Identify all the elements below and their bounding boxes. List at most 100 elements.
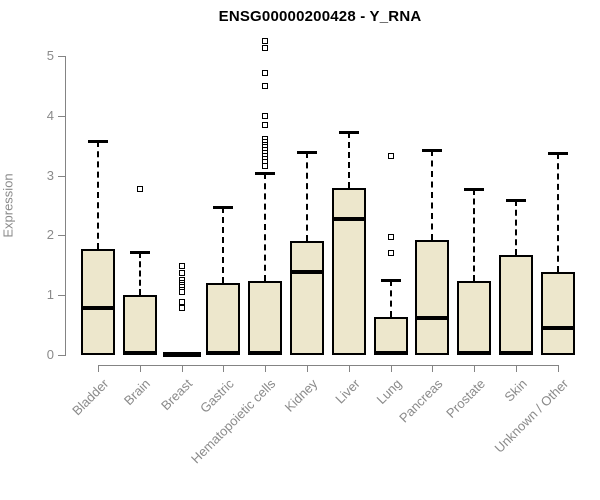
outlier-point-hematopoietic-cells — [262, 44, 269, 51]
box-pancreas — [415, 240, 450, 355]
y-tick — [58, 115, 65, 117]
whisker-cap-unknown-other — [547, 152, 568, 156]
median-bladder — [81, 305, 115, 310]
box-bladder — [81, 249, 115, 355]
whisker-liver — [347, 131, 350, 188]
outlier-point-breast — [178, 289, 185, 296]
x-tick — [516, 365, 517, 372]
whisker-cap-kidney — [297, 150, 317, 154]
whisker-cap-liver — [338, 130, 359, 134]
outlier-point-hematopoietic-cells — [262, 163, 269, 170]
median-hematopoietic-cells — [248, 351, 283, 355]
x-tick-label-skin: Skin — [501, 376, 530, 405]
x-tick — [265, 365, 267, 372]
x-tick — [474, 365, 476, 372]
median-brain — [122, 351, 157, 355]
median-liver — [331, 216, 366, 221]
whisker-cap-gastric — [213, 205, 234, 209]
whisker-cap-lung — [380, 278, 401, 282]
box-brain — [122, 294, 157, 355]
median-unknown-other — [540, 326, 575, 331]
whisker-cap-bladder — [88, 139, 108, 143]
box-prostate — [457, 281, 492, 355]
median-prostate — [457, 351, 492, 355]
x-tick-label-lung: Lung — [373, 376, 405, 408]
y-tick-label: 0 — [46, 347, 54, 362]
whisker-prostate — [473, 188, 476, 282]
y-tick — [58, 355, 65, 356]
median-lung — [373, 351, 408, 355]
whisker-brain — [138, 252, 141, 295]
y-tick-label: 4 — [46, 107, 54, 123]
outlier-point-breast — [178, 298, 185, 305]
outlier-point-hematopoietic-cells — [262, 113, 269, 120]
x-tick — [139, 365, 141, 372]
box-liver — [331, 187, 366, 355]
box-kidney — [290, 241, 324, 355]
y-tick — [58, 56, 65, 57]
x-tick-label-bladder: Bladder — [69, 376, 112, 419]
y-axis-label: Expression — [0, 173, 16, 238]
x-tick — [307, 365, 308, 372]
chart-title: ENSG00000200428 - Y_RNA — [218, 8, 422, 25]
x-tick-label-gastric: Gastric — [197, 376, 238, 416]
outlier-point-lung — [387, 250, 394, 257]
median-pancreas — [415, 315, 450, 320]
y-tick — [58, 235, 65, 237]
whisker-cap-skin — [506, 198, 526, 202]
whisker-kidney — [306, 151, 308, 242]
outlier-point-hematopoietic-cells — [262, 38, 269, 45]
whisker-bladder — [97, 140, 99, 250]
whisker-cap-hematopoietic-cells — [255, 171, 276, 175]
outlier-point-breast — [178, 270, 185, 277]
whisker-gastric — [222, 206, 225, 283]
whisker-skin — [515, 199, 517, 255]
x-tick-label-unknown-other: Unknown / Other — [491, 376, 572, 456]
y-tick-label: 3 — [46, 167, 54, 183]
x-tick — [557, 365, 559, 372]
y-tick-label: 1 — [46, 287, 54, 303]
y-tick — [58, 295, 65, 297]
x-tick-label-prostate: Prostate — [442, 376, 488, 421]
y-tick — [58, 175, 65, 177]
outlier-point-brain — [136, 185, 143, 192]
box-breast — [162, 352, 201, 357]
x-tick — [181, 365, 183, 372]
whisker-hematopoietic-cells — [264, 172, 267, 282]
x-tick-label-pancreas: Pancreas — [396, 376, 447, 426]
outlier-point-lung — [387, 233, 394, 240]
x-axis-line — [98, 365, 559, 366]
median-skin — [499, 351, 533, 355]
median-gastric — [206, 351, 241, 355]
median-kidney — [290, 269, 324, 274]
x-tick — [98, 365, 99, 372]
box-lung — [373, 316, 408, 355]
box-skin — [499, 254, 533, 355]
x-tick-label-kidney: Kidney — [281, 376, 321, 415]
x-tick-label-brain: Brain — [121, 376, 154, 409]
box-unknown-other — [540, 271, 575, 355]
x-tick — [390, 365, 392, 372]
outlier-point-hematopoietic-cells — [262, 121, 269, 128]
whisker-cap-pancreas — [422, 148, 443, 152]
whisker-pancreas — [431, 149, 434, 241]
box-hematopoietic-cells — [248, 281, 283, 355]
y-axis-line — [65, 56, 66, 356]
whisker-cap-prostate — [464, 187, 485, 191]
outlier-point-breast — [178, 263, 185, 270]
x-tick — [223, 365, 225, 372]
y-tick-label: 2 — [46, 227, 54, 243]
outlier-point-hematopoietic-cells — [262, 70, 269, 77]
outlier-point-breast — [178, 305, 185, 312]
y-tick-label: 5 — [46, 48, 54, 63]
whisker-lung — [389, 279, 392, 317]
x-tick-label-breast: Breast — [158, 376, 196, 414]
whisker-cap-brain — [129, 251, 150, 255]
x-tick — [348, 365, 350, 372]
x-tick-label-liver: Liver — [331, 376, 363, 407]
box-gastric — [206, 282, 241, 355]
outlier-point-lung — [387, 152, 394, 159]
whisker-unknown-other — [556, 153, 559, 272]
x-tick — [432, 365, 434, 372]
